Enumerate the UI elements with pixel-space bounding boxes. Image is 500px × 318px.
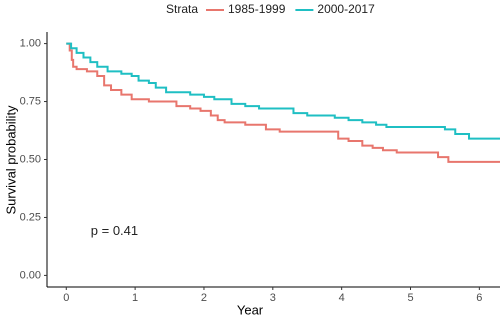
- x-tick-label: 4: [339, 292, 345, 304]
- x-tick-label: 2: [201, 292, 207, 304]
- y-tick-label: 0.50: [20, 153, 41, 165]
- y-tick-label: 1.00: [20, 37, 41, 49]
- annotation: p = 0.41: [91, 223, 138, 238]
- x-tick-label: 0: [63, 292, 69, 304]
- legend-label: 2000-2017: [317, 2, 375, 16]
- x-tick-label: 6: [476, 292, 482, 304]
- legend-title: Strata: [166, 2, 198, 16]
- y-tick-label: 0.75: [20, 95, 41, 107]
- survival-curve: [66, 42, 500, 163]
- survival-curve: [66, 42, 500, 140]
- y-axis-title: Survival probability: [3, 105, 18, 215]
- x-tick-label: 3: [270, 292, 276, 304]
- x-tick-label: 5: [407, 292, 413, 304]
- x-tick-label: 1: [132, 292, 138, 304]
- y-tick-label: 0.00: [20, 269, 41, 281]
- x-axis-title: Year: [237, 302, 264, 317]
- legend-label: 1985-1999: [228, 2, 286, 16]
- y-tick-label: 0.25: [20, 211, 41, 223]
